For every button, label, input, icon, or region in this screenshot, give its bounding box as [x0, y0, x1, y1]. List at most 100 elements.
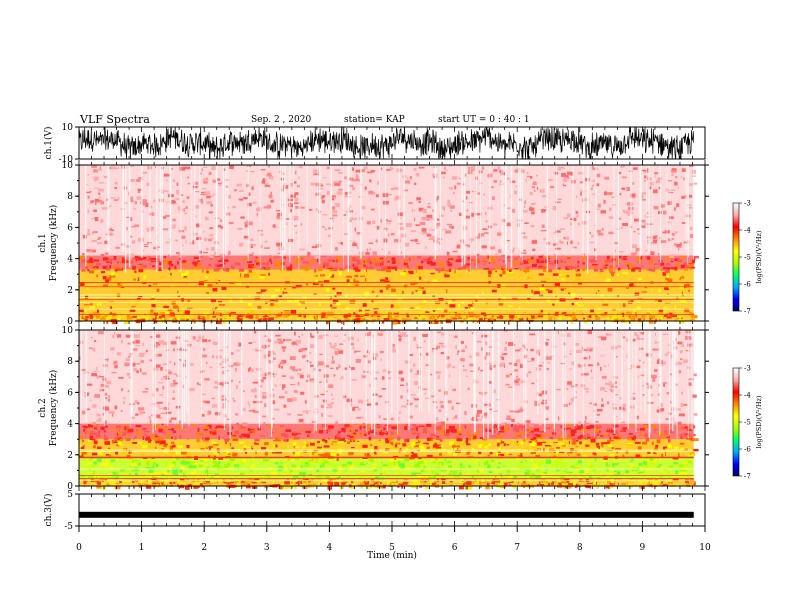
noise-cell — [580, 297, 583, 300]
noise-cell — [644, 286, 647, 289]
noise-cell — [129, 473, 131, 476]
noise-cell — [325, 464, 329, 466]
noise-cell — [175, 459, 177, 462]
noise-cell — [86, 287, 89, 290]
noise-cell — [602, 276, 604, 278]
noise-cell — [580, 192, 582, 196]
noise-cell — [667, 481, 673, 484]
noise-cell — [548, 262, 555, 265]
noise-cell — [473, 313, 476, 317]
noise-cell — [113, 256, 117, 260]
noise-cell — [600, 210, 606, 214]
noise-cell — [626, 210, 633, 215]
noise-cell — [495, 482, 500, 485]
noise-cell — [337, 259, 340, 263]
noise-cell — [612, 309, 616, 311]
noise-cell — [277, 252, 281, 254]
noise-cell — [434, 456, 439, 461]
noise-cell — [413, 466, 417, 469]
noise-cell — [371, 258, 374, 263]
noise-cell — [185, 319, 190, 322]
noise-cell — [437, 470, 439, 472]
noise-cell — [136, 196, 142, 200]
noise-cell — [486, 311, 489, 314]
noise-cell — [588, 314, 592, 318]
noise-cell — [611, 447, 615, 449]
noise-cell — [199, 460, 204, 462]
noise-cell — [653, 428, 659, 430]
noise-cell — [213, 452, 218, 454]
noise-cell — [683, 463, 689, 466]
noise-cell — [585, 264, 588, 267]
noise-cell — [81, 260, 83, 264]
noise-cell — [442, 228, 447, 230]
noise-cell — [683, 264, 685, 266]
noise-cell — [333, 438, 340, 440]
noise-cell — [394, 443, 398, 448]
noise-cell — [142, 281, 147, 284]
noise-cell — [520, 461, 523, 463]
noise-cell — [280, 426, 283, 430]
noise-cell — [635, 267, 641, 270]
noise-cell — [137, 256, 143, 261]
noise-cell — [348, 184, 354, 188]
noise-cell — [626, 287, 629, 289]
noise-cell — [562, 184, 567, 187]
noise-cell — [376, 295, 378, 297]
noise-cell — [362, 319, 368, 321]
noise-cell — [143, 483, 150, 486]
noise-cell — [352, 263, 354, 267]
noise-cell — [385, 439, 390, 444]
noise-cell — [604, 176, 609, 180]
noise-cell — [137, 277, 140, 281]
noise-cell — [129, 254, 135, 258]
noise-cell — [620, 429, 624, 432]
noise-cell — [179, 454, 182, 459]
noise-cell — [642, 465, 649, 468]
noise-cell — [413, 479, 420, 484]
noise-cell — [174, 314, 181, 318]
noise-cell — [424, 392, 427, 395]
noise-cell — [582, 429, 588, 432]
noise-cell — [618, 251, 624, 253]
noise-cell — [488, 270, 492, 274]
noise-cell — [319, 459, 325, 463]
noise-cell — [480, 426, 486, 429]
noise-cell — [672, 478, 679, 481]
noise-cell — [104, 478, 107, 481]
noise-cell — [404, 265, 408, 267]
noise-cell — [146, 467, 151, 469]
noise-cell — [452, 191, 456, 195]
noise-cell — [197, 442, 202, 444]
noise-cell — [338, 271, 342, 276]
noise-cell — [225, 470, 229, 473]
noise-cell — [414, 282, 418, 285]
noise-cell — [570, 465, 575, 468]
noise-cell — [531, 186, 535, 189]
noise-cell — [566, 470, 569, 472]
noise-cell — [270, 262, 273, 265]
noise-cell — [664, 429, 668, 434]
noise-cell — [119, 438, 124, 442]
noise-cell — [588, 441, 592, 444]
noise-cell — [196, 464, 199, 469]
noise-cell — [680, 471, 686, 475]
noise-cell — [432, 209, 434, 212]
noise-cell — [634, 285, 636, 287]
noise-cell — [224, 463, 227, 468]
noise-cell — [563, 167, 565, 169]
noise-cell — [235, 367, 237, 372]
noise-cell — [601, 443, 604, 448]
noise-cell — [268, 317, 272, 322]
noise-cell — [548, 313, 550, 316]
noise-cell — [423, 428, 427, 432]
noise-cell — [318, 481, 321, 485]
noise-cell — [357, 320, 359, 325]
noise-cell — [84, 309, 87, 313]
noise-cell — [422, 270, 425, 272]
y-tick-label: 10 — [62, 161, 74, 171]
noise-cell — [326, 276, 331, 278]
noise-cell — [394, 425, 400, 427]
noise-cell — [191, 465, 198, 470]
noise-cell — [152, 265, 155, 268]
